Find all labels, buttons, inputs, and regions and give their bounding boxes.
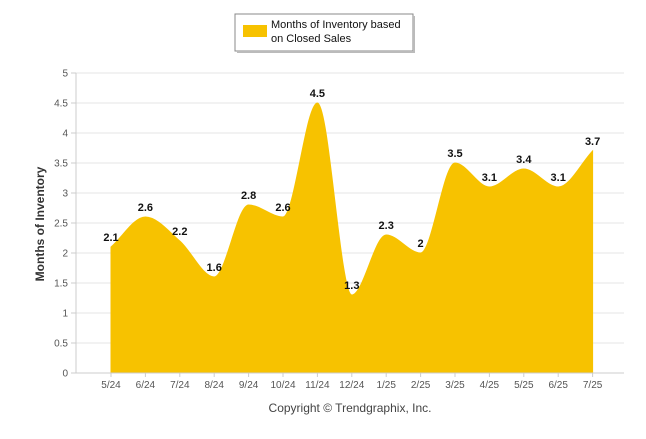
x-tick-label: 5/24 [101, 380, 121, 391]
legend-box-shadow-right [413, 16, 415, 53]
x-tick-label: 6/24 [136, 380, 156, 391]
legend-box-shadow-bottom [237, 51, 415, 53]
y-tick-label: 5 [62, 69, 68, 80]
x-tick-label: 1/25 [376, 380, 396, 391]
copyright-footer: Copyright © Trendgraphix, Inc. [269, 401, 432, 415]
data-label: 1.6 [207, 262, 222, 274]
y-tick-label: 3.5 [54, 159, 68, 170]
legend-swatch [243, 25, 267, 37]
data-label: 2 [418, 238, 424, 250]
x-tick-label: 8/24 [204, 380, 224, 391]
x-tick-label: 3/25 [445, 380, 465, 391]
x-tick-label: 12/24 [339, 380, 364, 391]
data-label: 1.3 [344, 280, 359, 292]
x-tick-label: 6/25 [548, 380, 568, 391]
data-label: 3.1 [482, 172, 497, 184]
y-tick-label: 3 [62, 189, 68, 200]
data-label: 2.6 [275, 202, 290, 214]
legend-text-line-2: on Closed Sales [271, 33, 352, 45]
data-label: 2.1 [103, 232, 118, 244]
x-tick-label: 5/25 [514, 380, 534, 391]
y-tick-label: 2.5 [54, 219, 68, 230]
x-tick-label: 9/24 [239, 380, 259, 391]
label-layer: 2.1 2.6 2.2 1.6 2.8 2.6 4.5 1.3 2.3 2 3.5 3.1 3.4 3.1… [103, 88, 600, 292]
y-tick-label: 1.5 [54, 279, 68, 290]
y-tick-label: 0 [62, 369, 68, 380]
y-tick-label: 4 [62, 129, 68, 140]
axis-layer: 0 0.5 1 1.5 2 2.5 3 3.5 4 4.5 5 5/24 6/24 7/24 8/24 9/2… [54, 69, 624, 391]
x-tick-label: 2/25 [411, 380, 431, 391]
x-tick-label: 10/24 [270, 380, 295, 391]
data-label: 3.4 [516, 154, 532, 166]
x-tick-label: 7/24 [170, 380, 190, 391]
legend-text-line-1: Months of Inventory based [271, 19, 401, 31]
data-label: 2.8 [241, 190, 256, 202]
data-label: 4.5 [310, 88, 325, 100]
legend: Months of Inventory based on Closed Sale… [234, 13, 415, 53]
y-tick-label: 0.5 [54, 339, 68, 350]
data-label: 2.6 [138, 202, 153, 214]
y-tick-label: 4.5 [54, 99, 68, 110]
x-tick-label: 7/25 [583, 380, 603, 391]
data-label: 2.3 [379, 220, 394, 232]
area-layer [110, 102, 594, 374]
data-label: 3.7 [585, 136, 600, 148]
x-tick-label: 11/24 [305, 380, 330, 391]
data-label: 2.2 [172, 226, 187, 238]
area-series-months-of-inventory [110, 102, 594, 374]
x-tick-label: 4/25 [480, 380, 500, 391]
data-label: 3.5 [447, 148, 462, 160]
y-tick-label: 2 [62, 249, 68, 260]
y-tick-label: 1 [62, 309, 68, 320]
y-axis-title: Months of Inventory [33, 166, 47, 281]
data-label: 3.1 [551, 172, 566, 184]
